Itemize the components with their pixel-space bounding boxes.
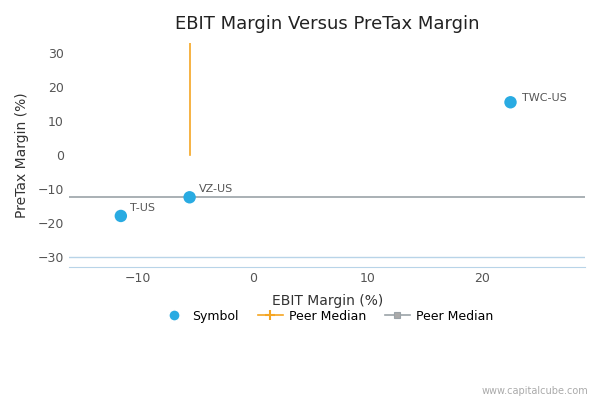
Y-axis label: PreTax Margin (%): PreTax Margin (%) [15,92,29,218]
Point [506,99,515,106]
Text: TWC-US: TWC-US [522,92,567,102]
Title: EBIT Margin Versus PreTax Margin: EBIT Margin Versus PreTax Margin [175,15,479,33]
X-axis label: EBIT Margin (%): EBIT Margin (%) [272,294,383,308]
Legend: Symbol, Peer Median, Peer Median: Symbol, Peer Median, Peer Median [156,305,498,328]
Text: VZ-US: VZ-US [199,184,233,194]
Point [185,194,194,200]
Text: www.capitalcube.com: www.capitalcube.com [481,386,588,396]
Point [116,213,125,219]
Text: T-US: T-US [130,203,155,213]
